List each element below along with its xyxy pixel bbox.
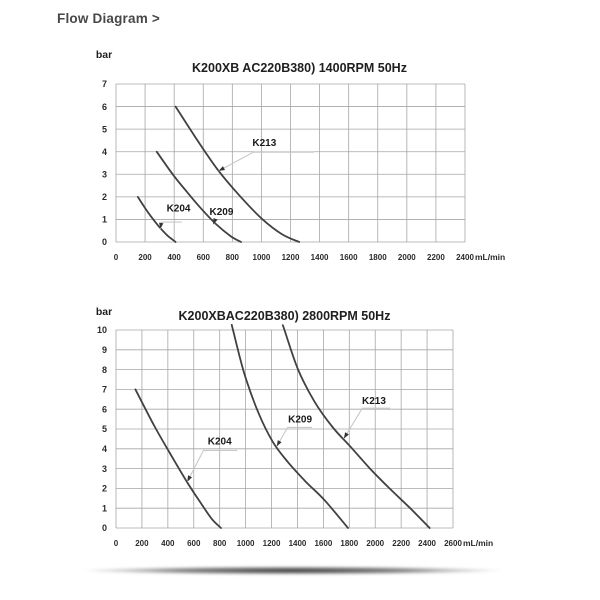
y-tick-label: 2 [102, 192, 107, 202]
x-axis-unit-label: mL/min [463, 538, 493, 548]
x-tick-label: 400 [161, 539, 175, 548]
x-tick-label: 2000 [398, 253, 416, 262]
y-tick-label: 5 [102, 424, 107, 434]
curve-K213 [281, 324, 431, 529]
bottom-shadow-divider [80, 566, 504, 575]
page-heading: Flow Diagram > [57, 11, 160, 26]
y-axis-unit-label: bar [96, 49, 112, 61]
y-tick-label: 7 [102, 385, 107, 395]
series-label-K213: K213 [362, 396, 386, 407]
callout-leader-K209 [276, 426, 312, 447]
x-tick-label: 2600 [444, 539, 462, 548]
x-tick-label: 1000 [237, 539, 255, 548]
x-tick-label: 2200 [427, 253, 445, 262]
x-tick-label: 800 [226, 253, 240, 262]
callout-leader-K213 [218, 151, 314, 172]
y-tick-label: 6 [102, 102, 107, 112]
y-tick-label: 3 [102, 464, 107, 474]
y-tick-label: 1 [102, 215, 107, 225]
x-tick-label: 0 [114, 539, 119, 548]
callout-arrowhead-K209 [213, 218, 218, 225]
x-tick-label: 200 [138, 253, 152, 262]
x-tick-label: 1600 [314, 539, 332, 548]
series-label-K209: K209 [288, 415, 312, 426]
curve-K204 [134, 388, 222, 529]
callout-leader-K213 [343, 407, 391, 439]
curve-K209 [155, 150, 242, 243]
x-tick-label: 1000 [253, 253, 271, 262]
chart-title: K200XB AC220B380) 1400RPM 50Hz [192, 61, 407, 75]
x-tick-label: 1400 [311, 253, 329, 262]
x-tick-label: 1800 [340, 539, 358, 548]
x-tick-label: 800 [213, 539, 227, 548]
x-tick-label: 0 [114, 253, 119, 262]
callout-leader-K204 [186, 449, 238, 482]
y-tick-label: 3 [102, 169, 107, 179]
x-tick-label: 2000 [366, 539, 384, 548]
callout-arrowhead-K213 [343, 432, 349, 439]
x-tick-label: 2400 [418, 539, 436, 548]
y-tick-label: 8 [102, 365, 107, 375]
curve-K204 [136, 196, 177, 243]
x-tick-label: 1400 [289, 539, 307, 548]
x-tick-label: 1200 [263, 539, 281, 548]
series-label-K209: K209 [209, 207, 233, 218]
x-tick-label: 1600 [340, 253, 358, 262]
callout-arrowhead-K213 [218, 166, 225, 171]
y-tick-label: 0 [102, 237, 107, 247]
callout-arrowhead-K204 [187, 475, 192, 482]
callout-arrowhead-K204 [159, 222, 164, 229]
y-tick-label: 6 [102, 404, 107, 414]
y-tick-label: 4 [102, 444, 107, 454]
y-axis-unit-label: bar [96, 306, 112, 318]
x-tick-label: 2200 [392, 539, 410, 548]
series-label-K204: K204 [208, 436, 232, 447]
y-tick-label: 5 [102, 124, 107, 134]
series-label-K213: K213 [252, 138, 276, 149]
chart-title: K200XBAC220B380) 2800RPM 50Hz [179, 309, 391, 323]
y-tick-label: 9 [102, 345, 107, 355]
callout-arrowhead-K209 [276, 440, 282, 447]
x-tick-label: 1200 [282, 253, 300, 262]
series-label-K204: K204 [167, 204, 191, 215]
y-tick-label: 0 [102, 523, 107, 533]
curve-K209 [230, 323, 349, 529]
curve-K213 [174, 105, 301, 243]
callout-leader-K204 [159, 221, 182, 229]
y-tick-label: 1 [102, 503, 107, 513]
x-tick-label: 600 [187, 539, 201, 548]
x-tick-label: 2400 [456, 253, 474, 262]
x-tick-label: 400 [167, 253, 181, 262]
x-tick-label: 200 [135, 539, 149, 548]
x-tick-label: 600 [197, 253, 211, 262]
y-tick-label: 7 [102, 79, 107, 89]
x-tick-label: 1800 [369, 253, 387, 262]
y-tick-label: 2 [102, 484, 107, 494]
y-tick-label: 10 [97, 325, 107, 335]
x-axis-unit-label: mL/min [475, 252, 505, 262]
y-tick-label: 4 [102, 147, 107, 157]
